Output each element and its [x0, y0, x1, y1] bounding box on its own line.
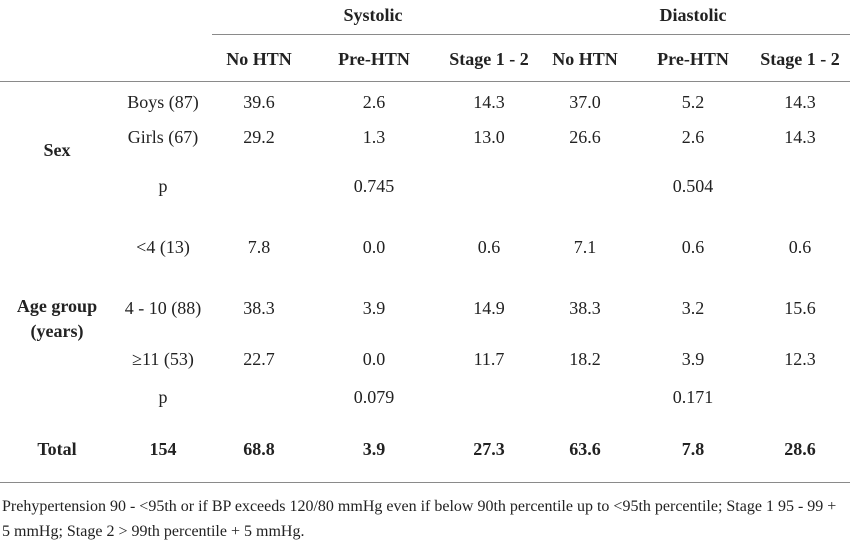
- total-cell: 63.6: [569, 439, 601, 459]
- table-cell: 11.7: [473, 349, 505, 369]
- row-label: ≥11 (53): [132, 349, 194, 369]
- row-label: Boys (87): [127, 92, 199, 112]
- table-cell: 26.6: [569, 127, 601, 147]
- table-cell: 3.2: [681, 298, 705, 318]
- table-cell: 0.6: [788, 237, 812, 257]
- p-value-diastolic: 0.504: [672, 176, 714, 196]
- table-cell: 0.0: [362, 237, 386, 257]
- header-rule: [0, 81, 850, 82]
- table-cell: 3.9: [681, 349, 705, 369]
- total-label: Total: [37, 439, 77, 459]
- row-label-p: p: [158, 387, 168, 407]
- table-cell: 37.0: [569, 92, 601, 112]
- table-cell: 22.7: [243, 349, 275, 369]
- table-cell: 0.6: [477, 237, 501, 257]
- section-label-age-group: Age group: [16, 296, 98, 316]
- p-value-systolic: 0.745: [353, 176, 395, 196]
- total-cell: 3.9: [362, 439, 386, 459]
- row-label: Girls (67): [127, 127, 199, 147]
- table-cell: 38.3: [243, 298, 275, 318]
- bottom-rule: [0, 482, 850, 483]
- total-cell: 28.6: [784, 439, 816, 459]
- row-label-p: p: [158, 176, 168, 196]
- table-cell: 1.3: [362, 127, 386, 147]
- table-cell: 3.9: [362, 298, 386, 318]
- table-cell: 14.3: [473, 92, 505, 112]
- header-diastolic: Diastolic: [659, 5, 727, 25]
- p-value-diastolic: 0.171: [672, 387, 714, 407]
- table-cell: 39.6: [243, 92, 275, 112]
- section-label-sex: Sex: [43, 140, 71, 160]
- total-cell: 68.8: [243, 439, 275, 459]
- header-systolic: Systolic: [343, 5, 403, 25]
- table-cell: 0.6: [681, 237, 705, 257]
- table-cell: 14.9: [473, 298, 505, 318]
- subheader-diastolic-stage: Stage 1 - 2: [760, 49, 840, 69]
- table-cell: 29.2: [243, 127, 275, 147]
- table-cell: 7.8: [247, 237, 271, 257]
- table-cell: 5.2: [681, 92, 705, 112]
- subheader-systolic-pre-htn: Pre-HTN: [338, 49, 410, 69]
- table-footnote: Prehypertension 90 - <95th or if BP exce…: [2, 498, 837, 540]
- total-cell: 27.3: [473, 439, 505, 459]
- subheader-diastolic-pre-htn: Pre-HTN: [657, 49, 729, 69]
- group-rule: [212, 34, 850, 35]
- table-cell: 0.0: [362, 349, 386, 369]
- table-cell: 18.2: [569, 349, 601, 369]
- table-cell: 2.6: [362, 92, 386, 112]
- row-label: <4 (13): [136, 237, 190, 257]
- section-label-years: (years): [30, 321, 84, 341]
- p-value-systolic: 0.079: [353, 387, 395, 407]
- subheader-systolic-no-htn: No HTN: [226, 49, 292, 69]
- table-cell: 12.3: [784, 349, 816, 369]
- table-cell: 13.0: [473, 127, 505, 147]
- total-n: 154: [149, 439, 177, 459]
- table-cell: 15.6: [784, 298, 816, 318]
- table-cell: 2.6: [681, 127, 705, 147]
- row-label: 4 - 10 (88): [124, 298, 202, 318]
- table-cell: 14.3: [784, 127, 816, 147]
- subheader-systolic-stage: Stage 1 - 2: [449, 49, 529, 69]
- subheader-diastolic-no-htn: No HTN: [552, 49, 618, 69]
- table-cell: 14.3: [784, 92, 816, 112]
- table-cell: 38.3: [569, 298, 601, 318]
- table-cell: 7.1: [573, 237, 597, 257]
- total-cell: 7.8: [681, 439, 705, 459]
